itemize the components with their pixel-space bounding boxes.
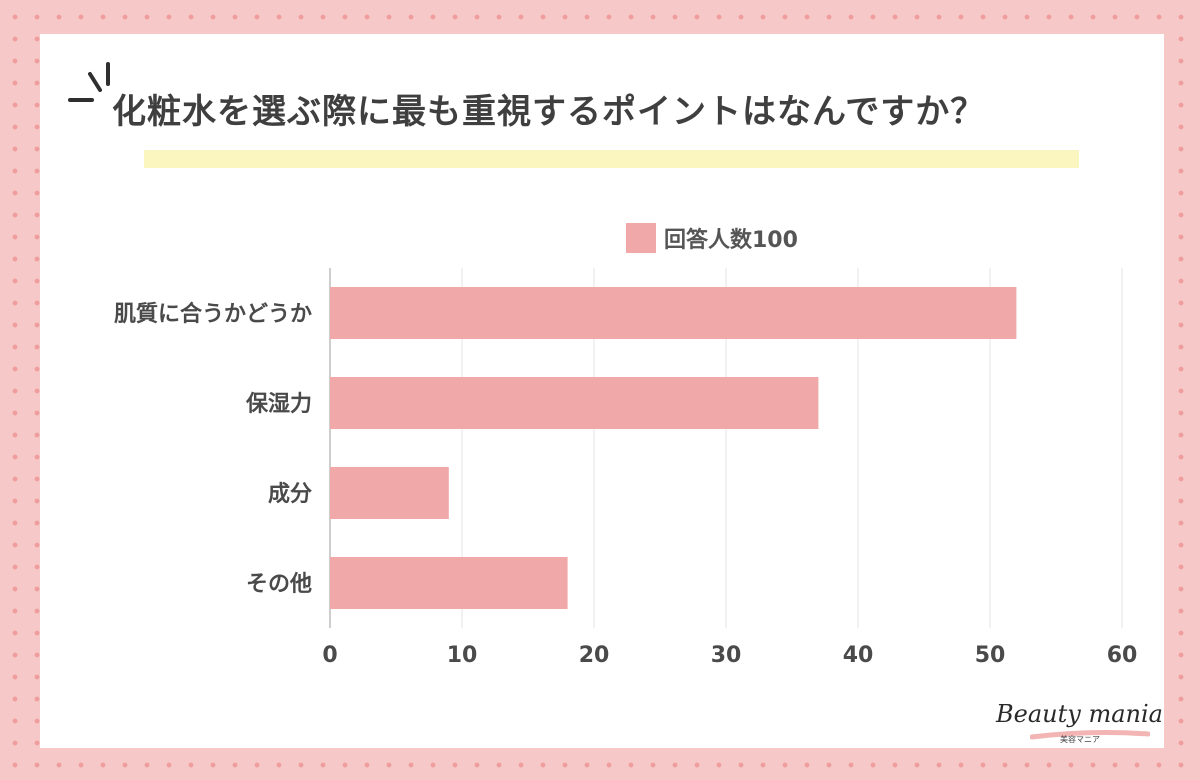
logo-subtitle: 美容マニア [1060,735,1100,744]
sparkle-decoration-icon [68,62,110,102]
x-tick-label: 20 [579,643,610,668]
bar [330,467,449,519]
legend-label: 回答人数100 [664,228,798,253]
category-label: その他 [246,572,312,597]
brand-logo: Beauty mania [996,700,1163,728]
category-label: 成分 [268,482,312,507]
bar [330,377,819,429]
category-label: 肌質に合うかどうか [114,301,312,327]
logo-text: Beauty mania [996,700,1163,728]
logo-brush-stroke [1030,730,1150,740]
x-tick-label: 60 [1107,643,1138,668]
bar [330,557,568,609]
bar [330,287,1017,339]
x-tick-label: 0 [322,643,337,668]
legend: 回答人数100 [626,222,798,254]
category-label: 保湿力 [245,392,312,417]
x-tick-label: 30 [711,643,742,668]
x-tick-label: 50 [975,643,1006,668]
x-tick-label: 40 [843,643,874,668]
title-highlight [144,150,1079,168]
x-tick-label: 10 [447,643,478,668]
legend-swatch [626,223,656,253]
chart-title: 化粧水を選ぶ際に最も重視するポイントはなんですか？ [112,92,986,132]
